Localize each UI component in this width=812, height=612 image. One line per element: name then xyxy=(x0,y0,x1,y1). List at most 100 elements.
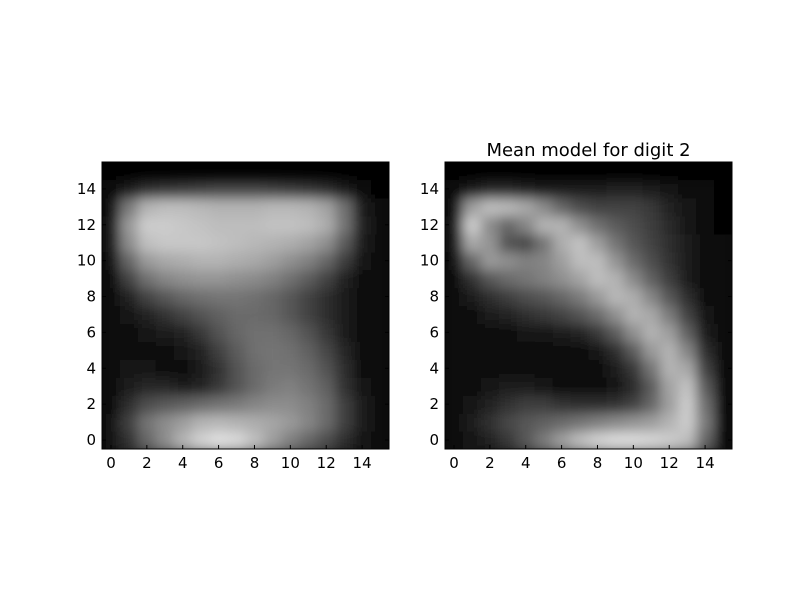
heatmap-cell xyxy=(353,179,372,199)
heatmap-cell xyxy=(119,377,139,396)
heatmap-cell xyxy=(335,179,354,199)
heatmap-cell xyxy=(263,251,282,271)
heatmap-cell xyxy=(678,323,697,342)
heatmap-cell xyxy=(570,431,590,449)
heatmap-cell xyxy=(371,413,389,432)
heatmap-cell xyxy=(245,323,265,342)
heatmap-cell xyxy=(606,413,625,432)
heatmap-cell xyxy=(335,359,354,378)
heatmap-cell xyxy=(209,413,229,432)
y-tick-label: 14 xyxy=(420,180,439,198)
heatmap-cell xyxy=(445,215,464,235)
heatmap-cell xyxy=(552,269,572,289)
heatmap-cell xyxy=(173,269,193,289)
heatmap-cell xyxy=(191,305,211,325)
heatmap-cell xyxy=(462,233,482,253)
heatmap-cell xyxy=(462,197,482,217)
heatmap-cell xyxy=(552,251,572,271)
heatmap-cell xyxy=(552,341,572,360)
heatmap-cell xyxy=(353,359,372,378)
heatmap-cell xyxy=(173,341,193,360)
heatmap-cell xyxy=(498,269,518,289)
heatmap-cell xyxy=(335,215,354,235)
heatmap-cell xyxy=(263,323,282,342)
heatmap-cell xyxy=(119,359,139,378)
heatmap-cell xyxy=(137,377,157,396)
heatmap-cell xyxy=(445,359,464,378)
heatmap-cell xyxy=(227,431,247,449)
axes-frame xyxy=(444,161,733,450)
heatmap-cell xyxy=(588,341,608,360)
heatmap-cell xyxy=(137,395,157,414)
heatmap-cell xyxy=(570,287,590,307)
heatmap-cell xyxy=(173,233,193,253)
heatmap-cell xyxy=(102,269,121,289)
heatmap-cell xyxy=(552,287,572,307)
heatmap-cell xyxy=(660,233,679,253)
heatmap-cell xyxy=(155,197,175,217)
heatmap-cell xyxy=(227,413,247,432)
heatmap-cell xyxy=(353,431,372,449)
heatmap-cell xyxy=(353,269,372,289)
heatmap-cell xyxy=(227,323,247,342)
heatmap-cell xyxy=(624,179,643,199)
heatmap-cell xyxy=(498,197,518,217)
heatmap-cell xyxy=(678,431,697,449)
heatmap-cell xyxy=(552,359,572,378)
heatmap-cell xyxy=(696,233,715,253)
heatmap-cell xyxy=(317,359,336,378)
heatmap-cell xyxy=(678,305,697,325)
heatmap-cell xyxy=(281,179,300,199)
heatmap-cell xyxy=(353,395,372,414)
heatmap-cell xyxy=(570,179,590,199)
heatmap-cell xyxy=(191,341,211,360)
x-tick-label: 8 xyxy=(250,454,260,472)
heatmap-cell xyxy=(281,287,300,307)
heatmap-cell xyxy=(606,395,625,414)
heatmap-cell xyxy=(173,179,193,199)
heatmap-cell xyxy=(281,359,300,378)
heatmap-cell xyxy=(317,251,336,271)
heatmap-cell xyxy=(191,359,211,378)
heatmap-cell xyxy=(445,287,464,307)
heatmap-cell xyxy=(317,233,336,253)
heatmap-cell xyxy=(263,197,282,217)
heatmap-cell xyxy=(299,395,318,414)
heatmap-cell xyxy=(714,233,732,253)
heatmap-cell xyxy=(588,269,608,289)
heatmap-cell xyxy=(209,341,229,360)
heatmap-cell xyxy=(606,179,625,199)
heatmap-image xyxy=(102,162,389,449)
heatmap-cell xyxy=(227,251,247,271)
heatmap-cell xyxy=(445,305,464,325)
heatmap-cell xyxy=(263,305,282,325)
heatmap-cell xyxy=(534,287,554,307)
heatmap-cell xyxy=(516,179,536,199)
heatmap-cell xyxy=(245,251,265,271)
heatmap-cell xyxy=(317,323,336,342)
heatmap-cell xyxy=(281,305,300,325)
heatmap-cell xyxy=(299,305,318,325)
y-tick-label: 0 xyxy=(429,431,439,449)
heatmap-cell xyxy=(209,305,229,325)
heatmap-cell xyxy=(534,431,554,449)
heatmap-cell xyxy=(245,395,265,414)
heatmap-cell xyxy=(624,413,643,432)
heatmap-cell xyxy=(445,341,464,360)
heatmap-cell xyxy=(137,323,157,342)
heatmap-cell xyxy=(245,287,265,307)
heatmap-cell xyxy=(353,197,372,217)
heatmap-cell xyxy=(624,359,643,378)
heatmap-cell xyxy=(660,287,679,307)
heatmap-cell xyxy=(678,197,697,217)
heatmap-cell xyxy=(173,431,193,449)
heatmap-cell xyxy=(445,197,464,217)
heatmap-cell xyxy=(119,197,139,217)
heatmap-cell xyxy=(660,179,679,199)
heatmap-cell xyxy=(299,341,318,360)
heatmap-cell xyxy=(534,341,554,360)
heatmap-cell xyxy=(299,413,318,432)
x-tick-label: 6 xyxy=(214,454,224,472)
heatmap-cell xyxy=(588,215,608,235)
heatmap-cell xyxy=(552,233,572,253)
